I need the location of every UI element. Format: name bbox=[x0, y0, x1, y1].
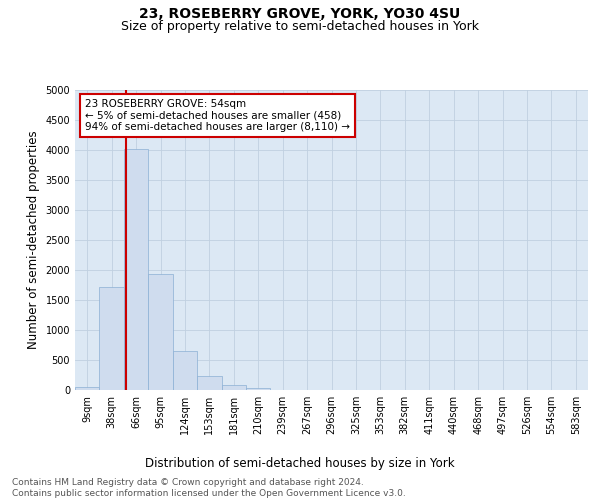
Bar bbox=[197, 376, 221, 390]
Y-axis label: Number of semi-detached properties: Number of semi-detached properties bbox=[27, 130, 40, 350]
Bar bbox=[221, 385, 246, 390]
Bar bbox=[173, 351, 197, 390]
Text: 23 ROSEBERRY GROVE: 54sqm
← 5% of semi-detached houses are smaller (458)
94% of : 23 ROSEBERRY GROVE: 54sqm ← 5% of semi-d… bbox=[85, 99, 350, 132]
Bar bbox=[100, 287, 124, 390]
Bar bbox=[124, 149, 148, 390]
Text: 23, ROSEBERRY GROVE, YORK, YO30 4SU: 23, ROSEBERRY GROVE, YORK, YO30 4SU bbox=[139, 8, 461, 22]
Text: Size of property relative to semi-detached houses in York: Size of property relative to semi-detach… bbox=[121, 20, 479, 33]
Text: Distribution of semi-detached houses by size in York: Distribution of semi-detached houses by … bbox=[145, 458, 455, 470]
Bar bbox=[148, 274, 173, 390]
Text: Contains HM Land Registry data © Crown copyright and database right 2024.
Contai: Contains HM Land Registry data © Crown c… bbox=[12, 478, 406, 498]
Bar bbox=[246, 388, 271, 390]
Bar bbox=[75, 387, 100, 390]
